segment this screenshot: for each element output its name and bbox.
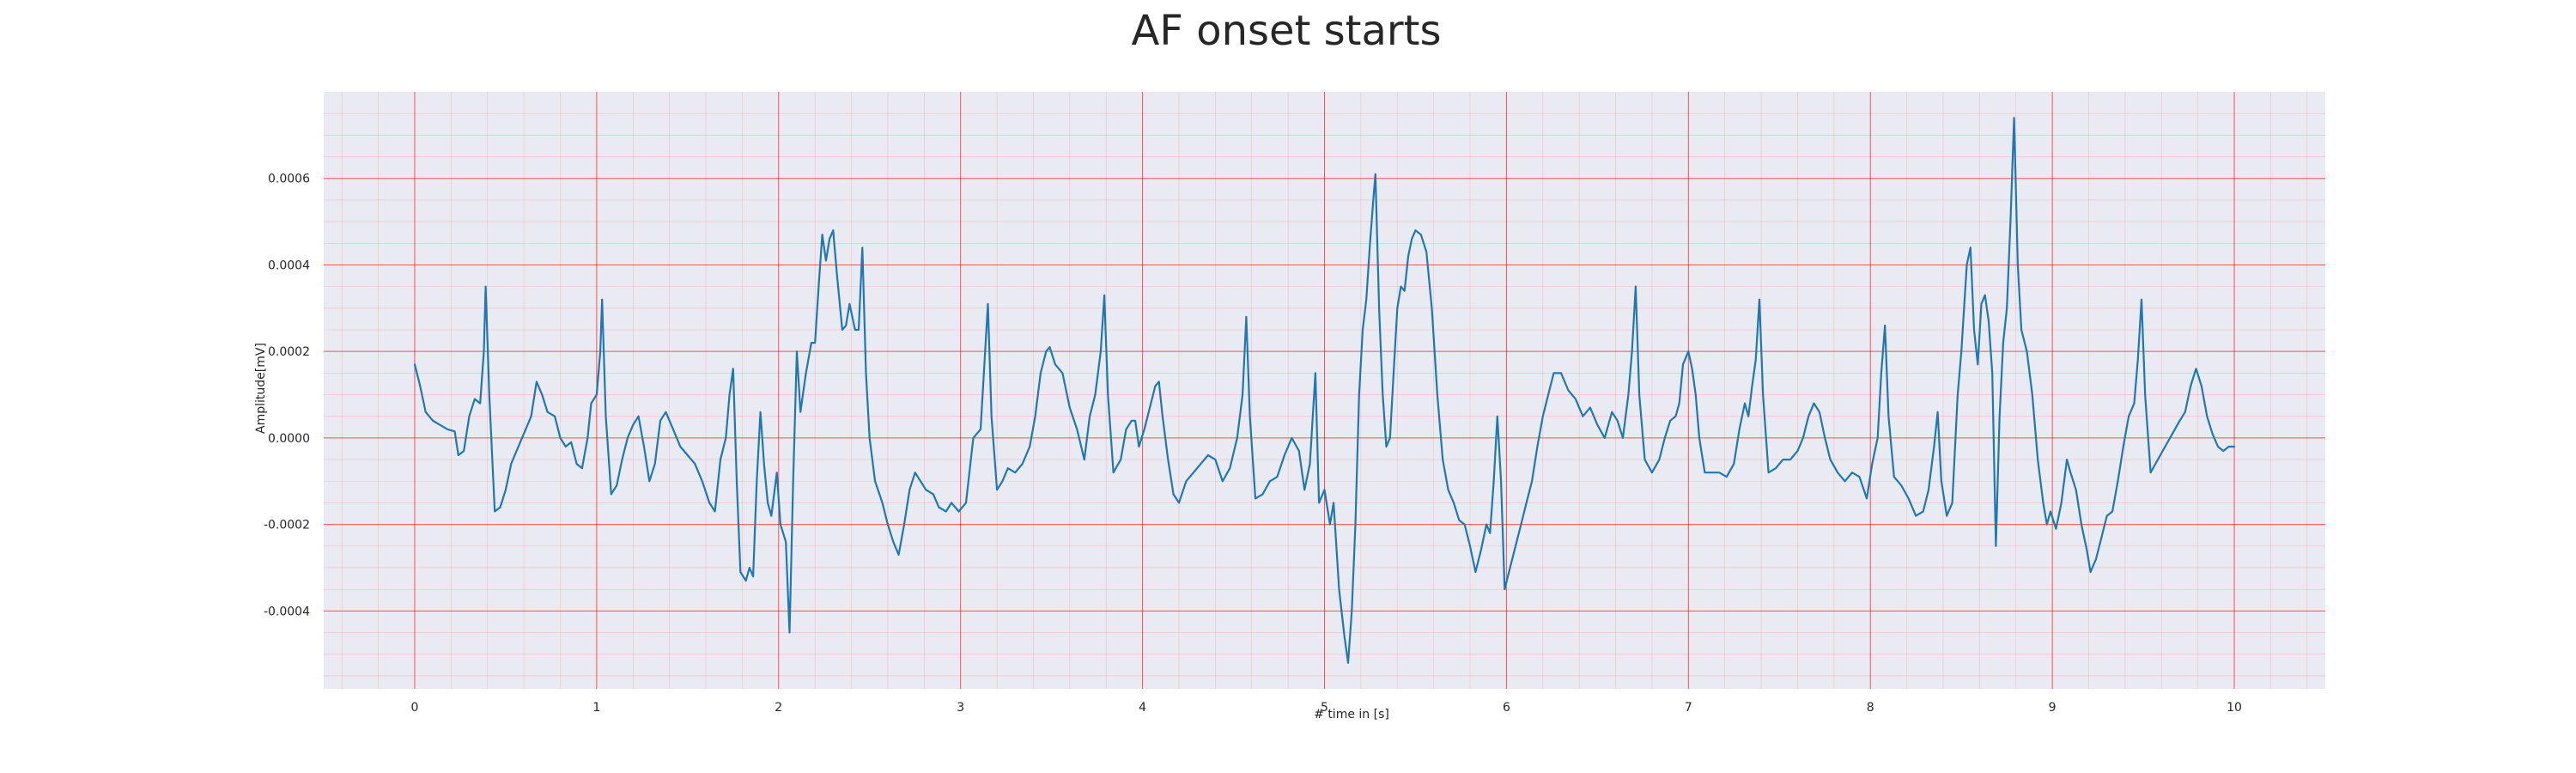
y-tick-label: -0.0004: [264, 605, 310, 618]
x-tick-label: 2: [775, 701, 782, 715]
x-tick-label: 4: [1139, 701, 1146, 715]
x-tick-label: 0: [410, 701, 418, 715]
y-axis-label: Amplitude[mV]: [254, 343, 268, 434]
x-axis-ticks: 0 1 2 3 4 5 6 7 8 9 10: [410, 701, 2241, 715]
y-tick-label: -0.0002: [264, 519, 310, 533]
y-axis-ticks: -0.0004 -0.0002 0.0000 0.0002 0.0004 0.0006: [264, 173, 310, 619]
x-tick-label: 5: [1321, 701, 1328, 715]
y-tick-label: 0.0004: [268, 259, 310, 272]
x-tick-label: 10: [2227, 701, 2242, 715]
x-tick-label: 8: [1867, 701, 1874, 715]
x-tick-label: 1: [592, 701, 600, 715]
y-tick-label: 0.0002: [268, 345, 310, 359]
y-tick-label: 0.0000: [268, 432, 310, 446]
y-tick-label: 0.0006: [268, 173, 310, 186]
ecg-series-line: [413, 117, 2236, 664]
x-axis-label: # time in [s]: [1314, 708, 1389, 721]
series-layer: [413, 117, 2236, 664]
x-tick-label: 9: [2049, 701, 2057, 715]
x-tick-label: 7: [1685, 701, 1692, 715]
x-tick-label: 6: [1503, 701, 1510, 715]
x-tick-label: 3: [957, 701, 964, 715]
chart-title: AF onset starts: [1132, 7, 1442, 55]
